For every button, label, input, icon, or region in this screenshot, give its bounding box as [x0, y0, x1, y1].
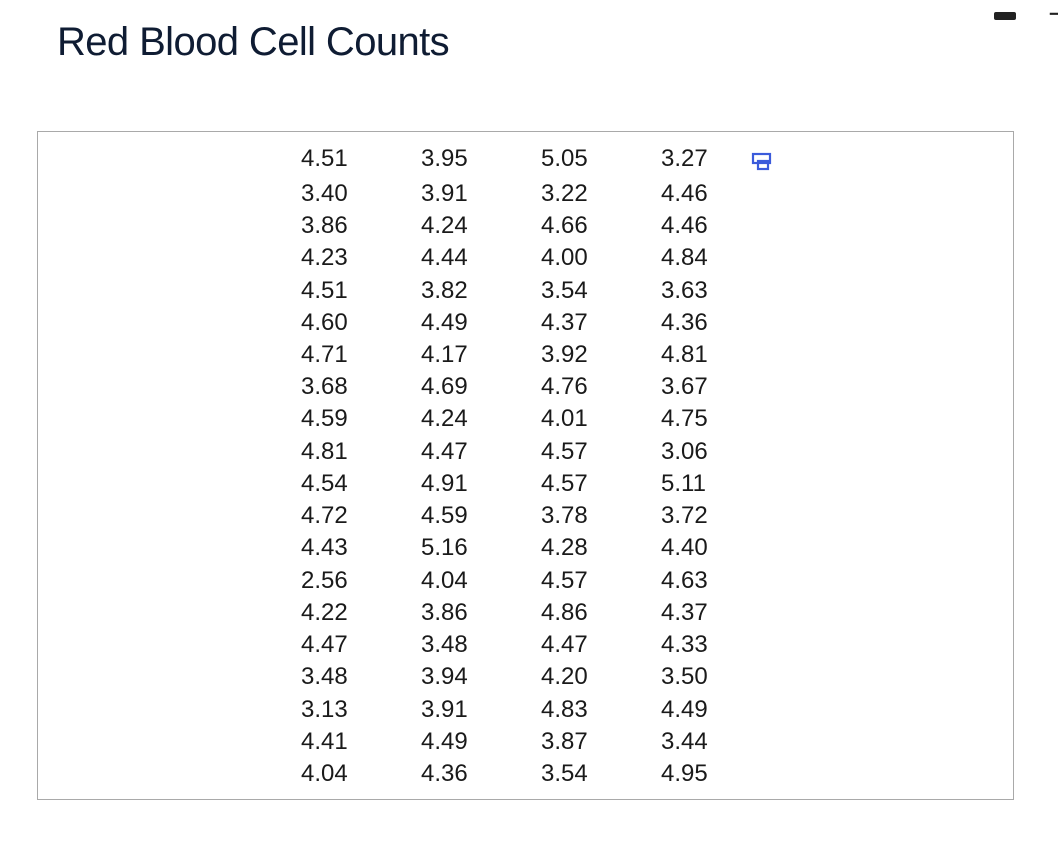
table-cell: 4.47 [541, 631, 588, 658]
table-cell: 4.81 [301, 438, 348, 465]
table-cell: 3.91 [421, 696, 468, 723]
table-cell: 3.48 [421, 631, 468, 658]
table-cell: 3.86 [301, 212, 348, 239]
table-cell: 4.72 [301, 502, 348, 529]
table-cell: 4.59 [301, 405, 348, 432]
table-cell: 4.95 [661, 760, 708, 787]
table-cell: 3.82 [421, 277, 468, 304]
copy-to-clipboard-icon[interactable] [751, 151, 775, 171]
table-cell: 4.46 [661, 212, 708, 239]
table-cell: 3.87 [541, 728, 588, 755]
table-cell: 4.24 [421, 405, 468, 432]
table-cell: 4.49 [421, 309, 468, 336]
table-cell: 3.94 [421, 663, 468, 690]
table-cell: 4.83 [541, 696, 588, 723]
table-cell: 4.75 [661, 405, 708, 432]
table-cell: 3.78 [541, 502, 588, 529]
table-cell: 4.17 [421, 341, 468, 368]
table-cell: 4.57 [541, 438, 588, 465]
table-cell: 4.44 [421, 244, 468, 271]
table-cell: 3.92 [541, 341, 588, 368]
table-cell: 2.56 [301, 567, 348, 594]
table-cell: 4.36 [661, 309, 708, 336]
table-cell: 3.63 [661, 277, 708, 304]
table-cell: 3.54 [541, 277, 588, 304]
table-cell: 4.04 [421, 567, 468, 594]
table-cell: 3.50 [661, 663, 708, 690]
window-control-icon[interactable]: ∹ [1047, 0, 1058, 28]
table-cell: 3.40 [301, 180, 348, 207]
table-cell: 3.91 [421, 180, 468, 207]
table-cell: 4.37 [541, 309, 588, 336]
table-cell: 3.13 [301, 696, 348, 723]
table-cell: 4.01 [541, 405, 588, 432]
table-cell: 4.86 [541, 599, 588, 626]
table-cell: 4.41 [301, 728, 348, 755]
table-cell: 4.23 [301, 244, 348, 271]
table-cell: 4.51 [301, 145, 348, 172]
minimize-icon[interactable] [994, 12, 1016, 20]
table-cell: 3.68 [301, 373, 348, 400]
table-cell: 3.44 [661, 728, 708, 755]
table-cell: 4.69 [421, 373, 468, 400]
copy-icon-svg [751, 152, 772, 171]
table-cell: 4.63 [661, 567, 708, 594]
table-cell: 4.76 [541, 373, 588, 400]
table-cell: 4.57 [541, 567, 588, 594]
table-cell: 3.95 [421, 145, 468, 172]
table-cell: 4.57 [541, 470, 588, 497]
table-cell: 4.47 [421, 438, 468, 465]
table-cell: 4.28 [541, 534, 588, 561]
table-cell: 5.11 [661, 470, 706, 497]
table-cell: 3.86 [421, 599, 468, 626]
table-cell: 4.91 [421, 470, 468, 497]
table-cell: 4.43 [301, 534, 348, 561]
table-cell: 4.37 [661, 599, 708, 626]
table-cell: 4.36 [421, 760, 468, 787]
table-cell: 3.06 [661, 438, 708, 465]
table-cell: 4.24 [421, 212, 468, 239]
table-cell: 4.66 [541, 212, 588, 239]
table-cell: 3.72 [661, 502, 708, 529]
page-title: Red Blood Cell Counts [57, 20, 450, 64]
table-cell: 4.49 [421, 728, 468, 755]
table-cell: 4.49 [661, 696, 708, 723]
table-cell: 4.00 [541, 244, 588, 271]
table-cell: 3.27 [661, 145, 708, 172]
table-cell: 4.60 [301, 309, 348, 336]
table-cell: 4.20 [541, 663, 588, 690]
table-cell: 4.81 [661, 341, 708, 368]
table-cell: 4.84 [661, 244, 708, 271]
table-cell: 3.22 [541, 180, 588, 207]
table-cell: 4.22 [301, 599, 348, 626]
table-cell: 5.05 [541, 145, 588, 172]
table-cell: 3.48 [301, 663, 348, 690]
data-table-panel: 4.51 3.40 3.86 4.23 4.51 4.60 4.71 3.68 4.59 4.81… [37, 131, 1014, 800]
table-cell: 4.51 [301, 277, 348, 304]
table-cell: 4.40 [661, 534, 708, 561]
table-cell: 4.04 [301, 760, 348, 787]
table-cell: 4.54 [301, 470, 348, 497]
table-cell: 3.54 [541, 760, 588, 787]
table-cell: 4.33 [661, 631, 708, 658]
table-cell: 4.71 [301, 341, 348, 368]
table-cell: 4.47 [301, 631, 348, 658]
table-cell: 3.67 [661, 373, 708, 400]
table-cell: 4.59 [421, 502, 468, 529]
table-cell: 4.46 [661, 180, 708, 207]
table-cell: 5.16 [421, 534, 468, 561]
